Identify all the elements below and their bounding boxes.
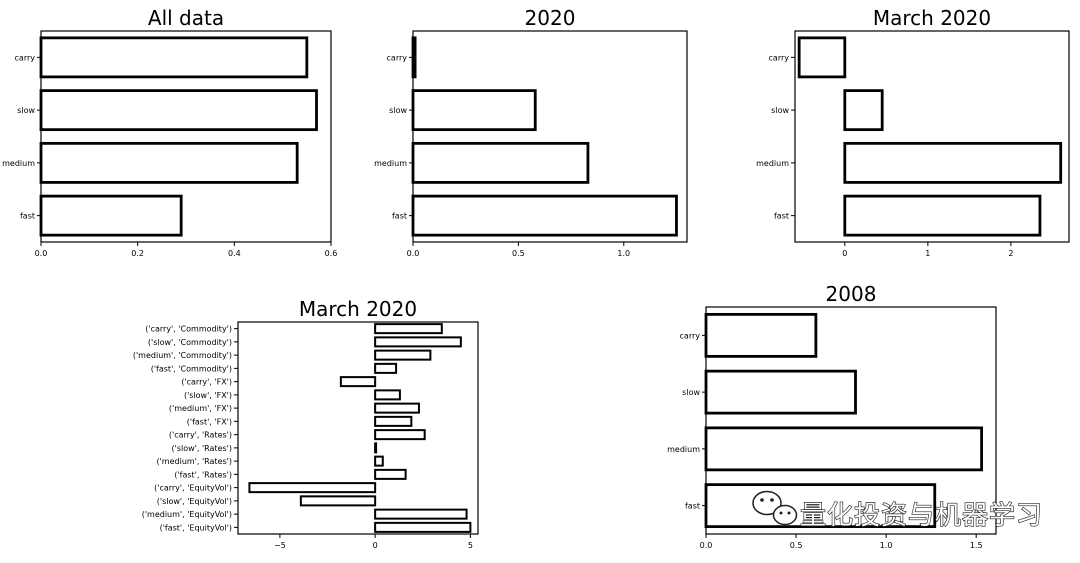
x-tick-label: 1 [925,249,930,258]
bar [374,323,443,335]
x-tick-label: 0.5 [512,249,525,258]
bar [843,89,884,132]
chart-title: All data [148,6,224,30]
bar [39,194,183,237]
bar [374,362,398,374]
category-label: slow [682,388,700,397]
bar [411,141,590,184]
bar [411,194,678,237]
category-label: ('medium', 'Commodity') [133,351,232,360]
chart-title: 2020 [525,6,576,30]
axes-frame [412,30,688,243]
bar [374,349,432,361]
x-tick-label: 0.4 [228,249,241,258]
x-tick-label: 1.5 [970,541,983,550]
category-label: carry [680,331,701,340]
category-label: ('slow', 'EquityVol') [157,497,232,506]
category-label: slow [17,106,35,115]
bar [374,521,472,533]
axes-frame [237,321,479,535]
bar [39,36,309,79]
category-label: fast [392,212,407,221]
x-tick-label: 0.5 [790,541,803,550]
category-label: ('carry', 'Rates') [169,431,232,440]
chart-2008: 2008 carry slow medium fast 0.0 0.5 1.0 1.5 [667,282,997,550]
category-label: slow [389,106,407,115]
x-tick-label: 1.0 [880,541,893,550]
x-tick-label: 0 [842,249,847,258]
bar [374,455,384,467]
bar [374,389,401,401]
bar [374,336,462,348]
category-label: ('slow', 'Commodity') [148,338,232,347]
chart-title: March 2020 [873,6,991,30]
category-label: fast [774,212,789,221]
x-tick-label: 0 [373,541,378,550]
category-label: ('slow', 'FX') [184,391,232,400]
axes-frame [40,30,332,243]
bar [299,495,377,507]
chart-title: 2008 [826,282,877,306]
wechat-icon [752,490,798,526]
x-tick-label: 0.2 [131,249,144,258]
category-label: medium [374,159,407,168]
bar [797,36,847,79]
x-tick-label: 0.0 [35,249,48,258]
bar [704,312,818,358]
x-tick-label: 2 [1008,249,1013,258]
bar [374,508,468,520]
chart-2020: 2020 carry slow medium fast 0.0 0.5 1.0 [374,6,688,258]
category-label: medium [2,159,35,168]
category-label: ('medium', 'FX') [169,404,232,413]
axes-frame [705,306,997,535]
bar [374,415,413,427]
category-label: fast [20,212,35,221]
chart-all-data: All data carry slow medium fast 0.0 0.2 0.4 0.6 [2,6,337,258]
bar [704,426,983,472]
category-label: ('medium', 'Rates') [156,457,232,466]
x-tick-label: 5 [468,541,473,550]
x-tick-label: 0.0 [700,541,713,550]
category-label: fast [685,502,700,511]
bar [39,141,299,184]
chart-march-2020-by-asset: March 2020 ('carry', 'Commodity') ('slow',… [133,297,479,550]
bar [374,429,426,441]
bar [39,89,318,132]
chart-title: March 2020 [299,297,417,321]
x-tick-label: 1.0 [617,249,630,258]
category-label: ('fast', 'EquityVol') [160,523,232,532]
category-label: ('carry', 'Commodity') [145,325,232,334]
axes-frame [794,30,1070,243]
category-label: ('slow', 'Rates') [172,444,232,453]
chart-march-2020: March 2020 carry slow medium fast 0 1 2 [756,6,1070,258]
bar [843,194,1042,237]
category-label: ('carry', 'EquityVol') [154,484,232,493]
x-tick-label: 0.6 [325,249,338,258]
category-label: ('fast', 'FX') [187,417,232,426]
bar [248,482,377,494]
bar [411,89,537,132]
bar [374,402,420,414]
category-label: ('carry', 'FX') [181,378,232,387]
category-label: carry [15,53,36,62]
bar [704,369,857,415]
watermark-text: 量化投资与机器学习 [800,501,1043,531]
bar [374,468,407,480]
category-label: carry [387,53,408,62]
category-label: medium [756,159,789,168]
category-label: slow [771,106,789,115]
x-tick-label: −5 [274,541,286,550]
category-label: ('medium', 'EquityVol') [142,510,232,519]
watermark: 量化投资与机器学习 [752,490,1043,532]
bar [339,376,377,388]
category-label: ('fast', 'Commodity') [151,364,232,373]
bar [843,141,1063,184]
category-label: carry [769,53,790,62]
bar [374,442,378,454]
x-tick-label: 0.0 [407,249,420,258]
category-label: ('fast', 'Rates') [174,470,232,479]
category-label: medium [667,445,700,454]
